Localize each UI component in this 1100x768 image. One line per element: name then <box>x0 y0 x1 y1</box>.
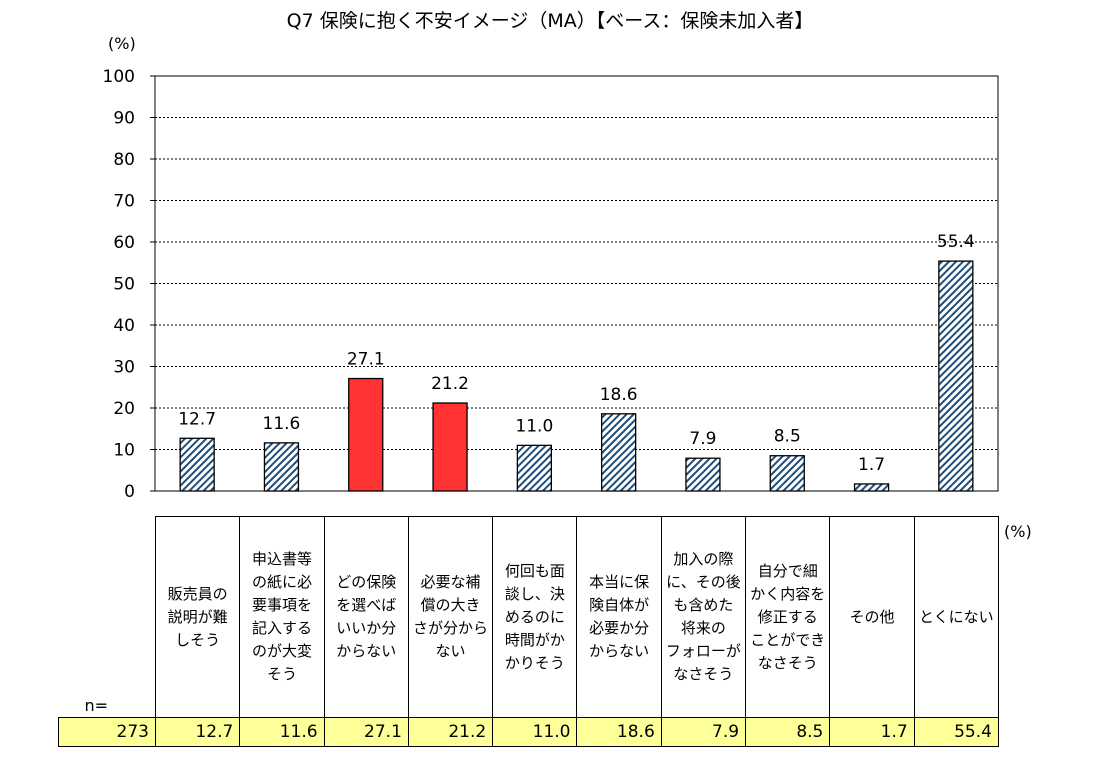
y-tick-label: 20 <box>113 399 135 419</box>
y-tick-label: 40 <box>113 316 135 336</box>
bar <box>769 455 805 492</box>
bar-chart: 0 10 20 30 40 50 60 70 80 90 100 12.7 11.6 27.1 21.2 11… <box>103 67 999 502</box>
table-unit: (%) <box>1004 522 1032 541</box>
table-value: 1.7 <box>829 717 915 747</box>
bar <box>685 457 721 492</box>
category-label: どの保険 を選べば いいか分 からない <box>323 516 409 718</box>
data-label: 18.6 <box>600 385 638 405</box>
y-tick-label: 90 <box>113 109 135 129</box>
category-label: 販売員の 説明が難 しそう <box>154 516 241 718</box>
table-value-row: 273 12.7 11.6 27.1 21.2 11.0 18.6 7.9 8.5 1.7 55.… <box>58 717 999 747</box>
bar <box>179 437 215 492</box>
y-axis-unit: (%) <box>108 34 136 53</box>
table-header-row: n= 販売員の 説明が難 しそう 申込書等 の紙に必 要事項を 記入する のが大変 そう どの保険… <box>59 516 999 718</box>
n-label: n= <box>84 696 109 715</box>
data-label: 55.4 <box>937 232 975 252</box>
y-tick-label: 70 <box>113 192 135 212</box>
bar <box>853 483 890 492</box>
y-tick-label: 100 <box>103 67 135 87</box>
y-tick-label: 30 <box>113 358 135 378</box>
data-label: 11.0 <box>515 416 553 436</box>
table-value: 55.4 <box>913 717 999 747</box>
n-value: 273 <box>58 717 156 747</box>
chart-title: Q7 保険に抱く不安イメージ（MA）【ベース：保険未加入者】 <box>286 10 814 32</box>
category-label: 何回も面 談し、決 めるのに 時間がか かりそう <box>492 516 578 718</box>
table-value: 21.2 <box>407 717 494 747</box>
data-label: 7.9 <box>689 429 716 449</box>
data-label: 8.5 <box>774 427 801 447</box>
data-label: 21.2 <box>431 374 469 394</box>
bar <box>601 413 637 492</box>
category-label: 本当に保 険自体が 必要か分 からない <box>576 516 662 718</box>
y-tick-label: 80 <box>113 150 135 170</box>
bar <box>348 377 384 492</box>
table-value: 8.5 <box>745 717 831 747</box>
table-value: 11.6 <box>239 717 325 747</box>
table-value: 27.1 <box>323 717 409 747</box>
data-label: 27.1 <box>347 350 385 370</box>
data-table: n= 販売員の 説明が難 しそう 申込書等 の紙に必 要事項を 記入する のが大変 そう どの保険… <box>58 516 999 747</box>
y-tick-label: 10 <box>113 441 135 461</box>
category-label: 必要な補 償の大き さが分から ない <box>407 516 494 718</box>
bar <box>516 444 552 492</box>
bar <box>263 442 300 492</box>
y-tick-label: 0 <box>124 482 135 502</box>
data-label: 1.7 <box>858 455 885 475</box>
data-label: 12.7 <box>178 409 216 429</box>
bar <box>432 402 468 492</box>
data-label: 11.6 <box>263 414 301 434</box>
category-label: 自分で細 かく内容を 修正する ことができ なさそう <box>745 516 831 718</box>
y-tick-label: 60 <box>113 233 135 253</box>
table-value: 18.6 <box>576 717 662 747</box>
table-value: 7.9 <box>660 717 747 747</box>
category-label: その他 <box>829 516 915 718</box>
y-tick-label: 50 <box>113 275 135 295</box>
table-value: 11.0 <box>492 717 578 747</box>
table-value: 12.7 <box>154 717 241 747</box>
bar <box>938 260 974 492</box>
category-label: 加入の際 に、その後 も含めた 将来の フォローが なさそう <box>660 516 747 718</box>
category-label: 申込書等 の紙に必 要事項を 記入する のが大変 そう <box>239 516 325 718</box>
category-label: とくにない <box>913 516 999 718</box>
